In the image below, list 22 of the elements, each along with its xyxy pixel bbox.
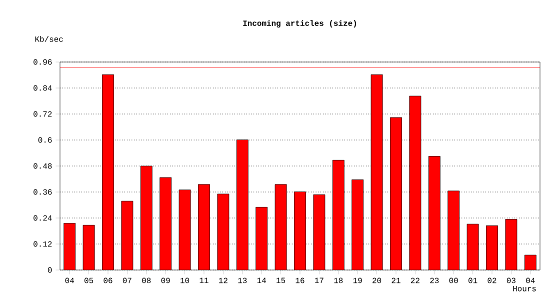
bar [256, 206, 268, 270]
bar [332, 160, 344, 270]
bar [217, 194, 230, 270]
bar [160, 177, 172, 270]
bar [121, 200, 134, 270]
bar [274, 184, 287, 270]
bar [178, 190, 191, 270]
bar [390, 117, 402, 270]
bar [486, 225, 498, 270]
bar [140, 166, 152, 270]
bar [313, 194, 326, 270]
bar [370, 74, 383, 270]
bar [409, 96, 422, 270]
bar [448, 190, 460, 270]
bar [294, 192, 306, 270]
bar [428, 156, 440, 270]
bar [352, 179, 364, 270]
bar [505, 219, 518, 270]
bar [198, 184, 210, 270]
bar [102, 74, 114, 270]
bar [64, 223, 76, 270]
bar [236, 140, 248, 270]
